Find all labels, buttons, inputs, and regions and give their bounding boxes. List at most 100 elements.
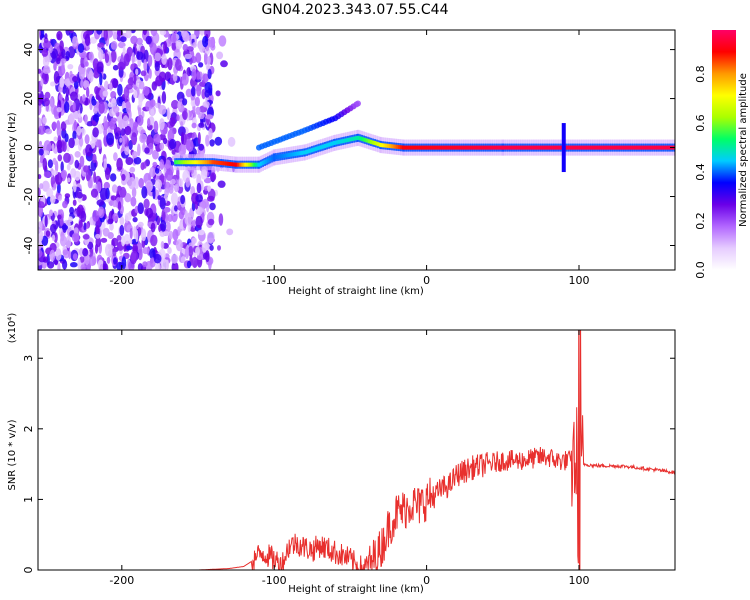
spectrogram-noise-blob (210, 172, 217, 182)
spectrogram-band-core (505, 145, 508, 150)
spectrogram-noise-blob (205, 134, 210, 147)
spectrogram-band-core (339, 139, 343, 144)
spectrogram-band-core (358, 136, 362, 141)
spectrogram-noise-blob (201, 88, 206, 100)
spectrogram-noise-blob (40, 30, 45, 39)
spectrogram-noise-blob (209, 202, 216, 211)
spectrogram-noise-blob (98, 139, 102, 150)
x-tick-label: 100 (568, 274, 589, 287)
spectrogram-band-core (282, 153, 285, 158)
spectrogram-noise-blob (142, 247, 150, 255)
spectrogram-band-core (579, 145, 582, 150)
spectrogram-noise-blob (119, 186, 127, 198)
spectrogram-noise-blob (65, 235, 71, 249)
spectrogram-noise-blob (68, 250, 72, 260)
spectrogram-band-core (581, 145, 584, 150)
spectrogram-noise-blob (195, 246, 200, 256)
spectrogram-noise-blob (83, 80, 90, 89)
spectrogram-noise-blob (57, 154, 63, 162)
spectrogram-noise-blob (82, 94, 86, 102)
spectrogram-band-core (652, 145, 655, 150)
spectrogram-noise-blob (103, 181, 111, 190)
spectrogram-noise-blob (63, 101, 70, 113)
spectrogram-band-core (573, 145, 577, 150)
spectrogram-noise-blob (51, 143, 55, 151)
spectrogram-noise-blob (122, 115, 129, 128)
snr-x-ticks: -200 -100 0 100 (109, 330, 589, 587)
spectrogram-noise-blob (124, 125, 132, 136)
spectrogram-band-core (387, 143, 390, 148)
spectrogram-band-core (244, 162, 247, 167)
spectrogram-noise-blob (132, 217, 138, 223)
spectrogram-noise-blob (173, 263, 179, 270)
spectrogram-noise-blob (44, 215, 48, 228)
spectrogram-noise-blob (91, 120, 96, 126)
spectrogram-band-core (406, 145, 409, 150)
spectrogram-noise-blob (196, 71, 201, 80)
spectrogram-band-core (435, 145, 439, 150)
spectrogram-band-core (566, 145, 569, 150)
spectrogram-noise-blob (172, 228, 179, 241)
spectrogram-noise-blob (138, 97, 143, 108)
spectrogram-noise-blob (68, 137, 75, 149)
spectrogram-noise-blob (149, 248, 156, 260)
colorbar-tick-label: 0.0 (694, 261, 707, 279)
spectrogram-noise-blob (195, 194, 203, 203)
spectrogram-band-core (556, 145, 560, 150)
spectrogram-noise-blob (188, 245, 194, 257)
spectrogram-noise-blob (196, 84, 202, 97)
spectrogram-band-core (199, 160, 203, 165)
spectrogram-noise-blob (112, 200, 118, 208)
colorbar-tick-label: 0.2 (694, 212, 707, 230)
spectrogram-noise-blob (202, 35, 209, 48)
spectrogram-band-core (452, 145, 455, 150)
spectrogram-band-core (437, 145, 440, 150)
spectrogram-noise-blob (154, 179, 162, 190)
snr-x-label: Height of straight line (km) (288, 584, 424, 595)
spectrogram-noise-blob (126, 101, 131, 114)
y-tick-label: 40 (22, 43, 35, 57)
spectrogram-band-core (494, 145, 497, 150)
spectrogram-noise-blob (51, 170, 59, 176)
spectrogram-noise-blob (174, 183, 180, 193)
spectrogram-band-core (284, 153, 287, 158)
spectrogram-band-core (510, 145, 514, 150)
spectrogram-band-core (286, 153, 289, 158)
spectrogram-band-core (421, 145, 424, 150)
spectrogram-noise-blob (42, 116, 47, 125)
spectrogram-band-core (645, 145, 648, 150)
spectrogram-noise-blob (38, 221, 43, 233)
spectrogram-noise-blob (119, 137, 123, 143)
x-tick-label: -200 (109, 574, 134, 587)
spectrogram-band-core (540, 145, 543, 150)
spectrogram-noise-blob (180, 131, 185, 145)
spectrogram-band-core (650, 145, 653, 150)
spectrogram-noise-blob (95, 236, 102, 248)
spectrogram-band-core (278, 154, 282, 159)
spectrogram-band-core (617, 145, 620, 150)
spectrogram-band-core (634, 145, 637, 150)
spectrogram-band-core (547, 145, 550, 150)
spectrogram-noise-blob (168, 138, 177, 150)
spectrogram-noise-blob (43, 140, 52, 153)
spectrogram-noise-blob (64, 133, 69, 143)
spectrogram-band-core (177, 160, 181, 165)
spectrogram-band-core (276, 154, 280, 159)
spectrogram-noise-blob (178, 210, 184, 220)
spectrogram-noise-blob (159, 159, 165, 170)
spectrogram-noise-blob (129, 227, 133, 240)
spectrogram-noise-blob (52, 121, 57, 130)
spectrogram-noise-blob (179, 221, 185, 230)
x-tick-label: 0 (423, 574, 430, 587)
spectrogram-band-core (443, 145, 446, 150)
spectrogram-noise-blob (76, 125, 82, 136)
spectrogram-noise-blob (102, 260, 107, 270)
spectrogram-band-core (551, 145, 554, 150)
spectrogram-band-core (236, 162, 240, 167)
spectrogram-noise-blob (178, 178, 184, 188)
spectrogram-band-core (646, 145, 650, 150)
spectrogram-noise-blob (72, 101, 76, 112)
spectrogram-noise-blob (185, 177, 191, 188)
spectrogram-noise-blob (96, 30, 103, 35)
spectrogram-noise-blob (168, 230, 174, 240)
